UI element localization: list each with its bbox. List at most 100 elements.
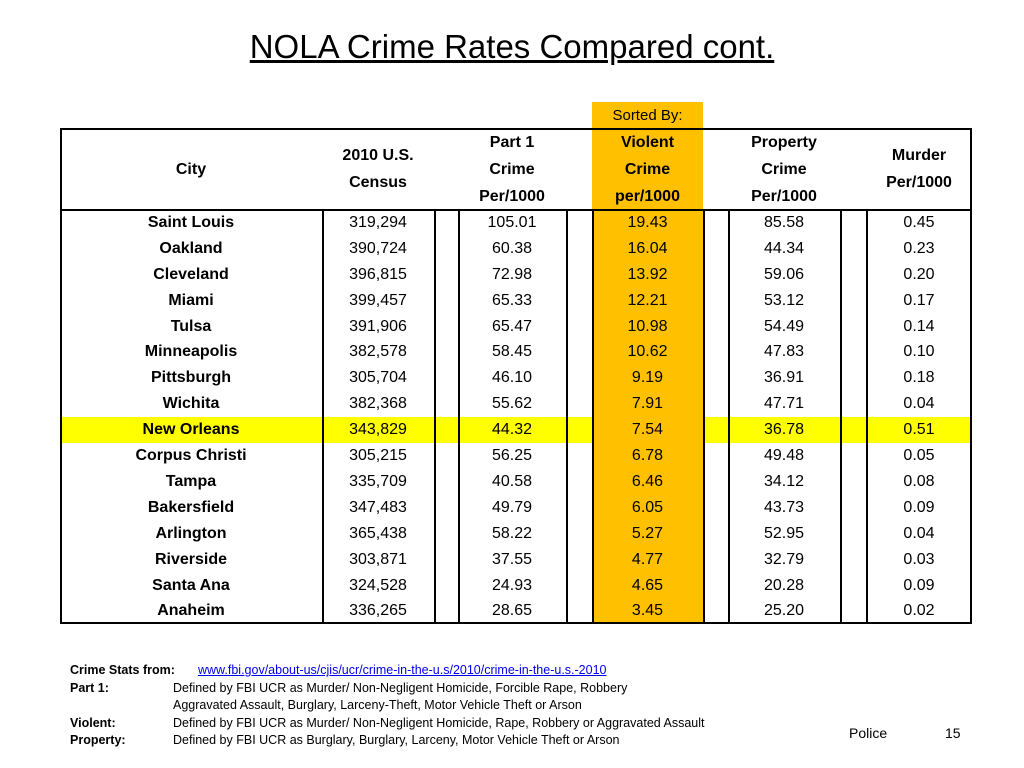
title-text: NOLA Crime Rates Compared cont. [249, 28, 775, 65]
table-cell: 336,265 [349, 602, 407, 620]
column-line [434, 210, 436, 625]
definition-label: Property: [70, 733, 126, 747]
table-cell: 365,438 [349, 524, 407, 542]
source-link[interactable]: www.fbi.gov/about-us/cjis/ucr/crime-in-t… [198, 663, 607, 677]
header-line: Part 1 [489, 133, 535, 151]
table-cell: 0.02 [903, 602, 935, 620]
table-cell: 305,704 [349, 369, 407, 387]
definition-label: Part 1: [70, 680, 109, 695]
table-cell: 0.08 [903, 472, 935, 490]
table-cell: 0.17 [903, 291, 935, 309]
table-cell: 25.20 [763, 602, 805, 620]
header-line: Crime [489, 160, 535, 178]
table-cell: 0.09 [903, 498, 935, 516]
table-cell: 0.20 [903, 265, 935, 283]
table-cell: 391,906 [349, 317, 407, 335]
city-name: New Orleans [142, 421, 240, 439]
column-line [566, 210, 568, 625]
table-cell: 6.78 [631, 447, 664, 465]
city-name: Arlington [155, 524, 227, 542]
column-line [592, 210, 594, 625]
table-cell: 343,829 [349, 421, 407, 439]
header-line: Murder [891, 147, 947, 164]
table-cell: 0.09 [903, 576, 935, 594]
table-cell: 7.54 [631, 421, 664, 439]
city-name: Anaheim [157, 602, 225, 620]
table-border [60, 128, 972, 625]
table-cell: 59.06 [763, 265, 805, 283]
table-cell: 0.05 [903, 447, 935, 465]
table-cell: 4.65 [631, 576, 664, 594]
header-line: Census [349, 174, 407, 191]
header-line: Per/1000 [751, 187, 817, 205]
definition-label: Violent: [70, 715, 116, 730]
table-cell: 0.45 [903, 213, 935, 231]
table-cell: 47.83 [763, 343, 805, 361]
table-cell: 382,578 [349, 343, 407, 361]
column-header: City [60, 128, 322, 210]
city-name: Corpus Christi [135, 447, 247, 465]
table-cell: 65.47 [491, 317, 533, 335]
city-name: Tulsa [170, 317, 212, 335]
table-cell: 47.71 [763, 395, 805, 413]
table-cell: 13.92 [627, 265, 668, 283]
table-cell: 52.95 [763, 524, 805, 542]
city-name: Oakland [159, 239, 223, 257]
table-cell: 43.73 [763, 498, 805, 516]
table-cell: 85.58 [763, 213, 805, 231]
city-name: Wichita [162, 395, 220, 413]
table-cell: 54.49 [763, 317, 805, 335]
table-cell: 12.21 [627, 291, 668, 309]
city-name: Bakersfield [147, 498, 235, 516]
footer-section: Police [849, 725, 888, 741]
column-line [728, 210, 730, 625]
table-cell: 10.98 [627, 317, 668, 335]
column-header: Murder Per/1000 [866, 128, 972, 210]
table-cell: 305,215 [349, 447, 407, 465]
table-cell: 347,483 [349, 498, 407, 516]
table-cell: 399,457 [349, 291, 407, 309]
table-cell: 58.22 [491, 524, 533, 542]
header-line: City [175, 160, 207, 178]
table-cell: 65.33 [491, 291, 533, 309]
table-cell: 4.77 [631, 550, 664, 568]
table-cell: 34.12 [763, 472, 805, 490]
table-cell: 36.78 [763, 421, 805, 439]
header-line: per/1000 [615, 187, 680, 205]
definition-text: Defined by FBI UCR as Burglary, Burglary… [173, 733, 620, 747]
table-cell: 335,709 [349, 472, 407, 490]
header-line: Violent [620, 133, 675, 151]
table-cell: 303,871 [349, 550, 407, 568]
table-cell: 60.38 [491, 239, 533, 257]
city-name: Tampa [165, 472, 217, 490]
table-cell: 53.12 [763, 291, 805, 309]
table-cell: 20.28 [763, 576, 805, 594]
table-cell: 0.10 [903, 343, 935, 361]
definition-text: Defined by FBI UCR as Murder/ Non-Neglig… [173, 680, 628, 695]
table-cell: 319,294 [349, 213, 407, 231]
table-cell: 0.04 [903, 395, 935, 413]
city-name: Pittsburgh [151, 369, 231, 387]
page-number: 15 [945, 725, 961, 741]
table-cell: 44.32 [491, 421, 533, 439]
sort-column [592, 128, 703, 625]
table-cell: 58.45 [491, 343, 533, 361]
table-cell: 19.43 [627, 213, 668, 231]
header-line: 2010 U.S. [342, 147, 414, 164]
city-name: Saint Louis [147, 213, 235, 231]
table-cell: 0.14 [903, 317, 935, 335]
header-line: Per/1000 [479, 187, 545, 205]
table-cell: 6.46 [631, 472, 664, 490]
table-cell: 105.01 [487, 213, 537, 231]
header-line: Crime [761, 160, 807, 178]
table-cell: 6.05 [631, 498, 664, 516]
table-cell: 28.65 [491, 602, 533, 620]
table-cell: 382,368 [349, 395, 407, 413]
table-cell: 49.48 [763, 447, 805, 465]
city-name: Cleveland [153, 265, 229, 283]
table-cell: 72.98 [491, 265, 533, 283]
table-cell: 40.58 [491, 472, 533, 490]
table-cell: 56.25 [491, 447, 533, 465]
column-line [866, 210, 868, 625]
